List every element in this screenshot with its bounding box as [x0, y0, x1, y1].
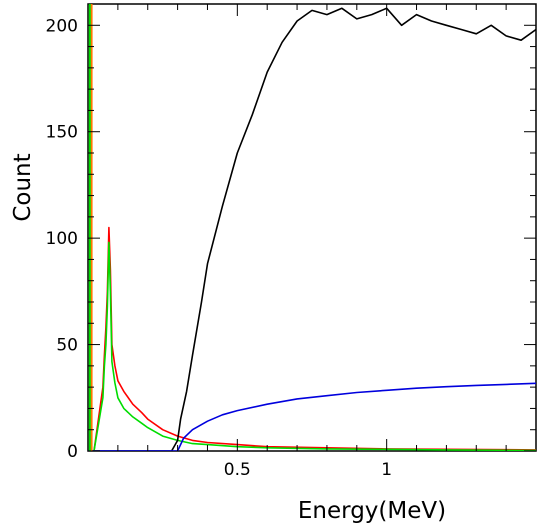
- y-axis-label: Count: [10, 153, 36, 221]
- x-tick-label: 1: [381, 460, 392, 480]
- y-tick-label: 150: [46, 123, 78, 143]
- series-line-0: [88, 226, 536, 451]
- series-layer: [88, 4, 536, 451]
- y-tick-label: 100: [46, 229, 78, 249]
- y-tick-label: 0: [67, 442, 78, 462]
- y-tick-label: 50: [56, 336, 78, 356]
- tick-layer: 0.5 1 0 50 100 150 200: [46, 4, 536, 480]
- x-axis-label: Energy(MeV): [298, 498, 446, 524]
- plot-frame: [87, 3, 537, 452]
- y-tick-label: 200: [46, 16, 78, 36]
- series-line-1: [88, 241, 536, 451]
- series-line-2: [88, 7, 536, 451]
- series-line-3: [88, 382, 536, 451]
- x-tick-label: 0.5: [224, 460, 251, 480]
